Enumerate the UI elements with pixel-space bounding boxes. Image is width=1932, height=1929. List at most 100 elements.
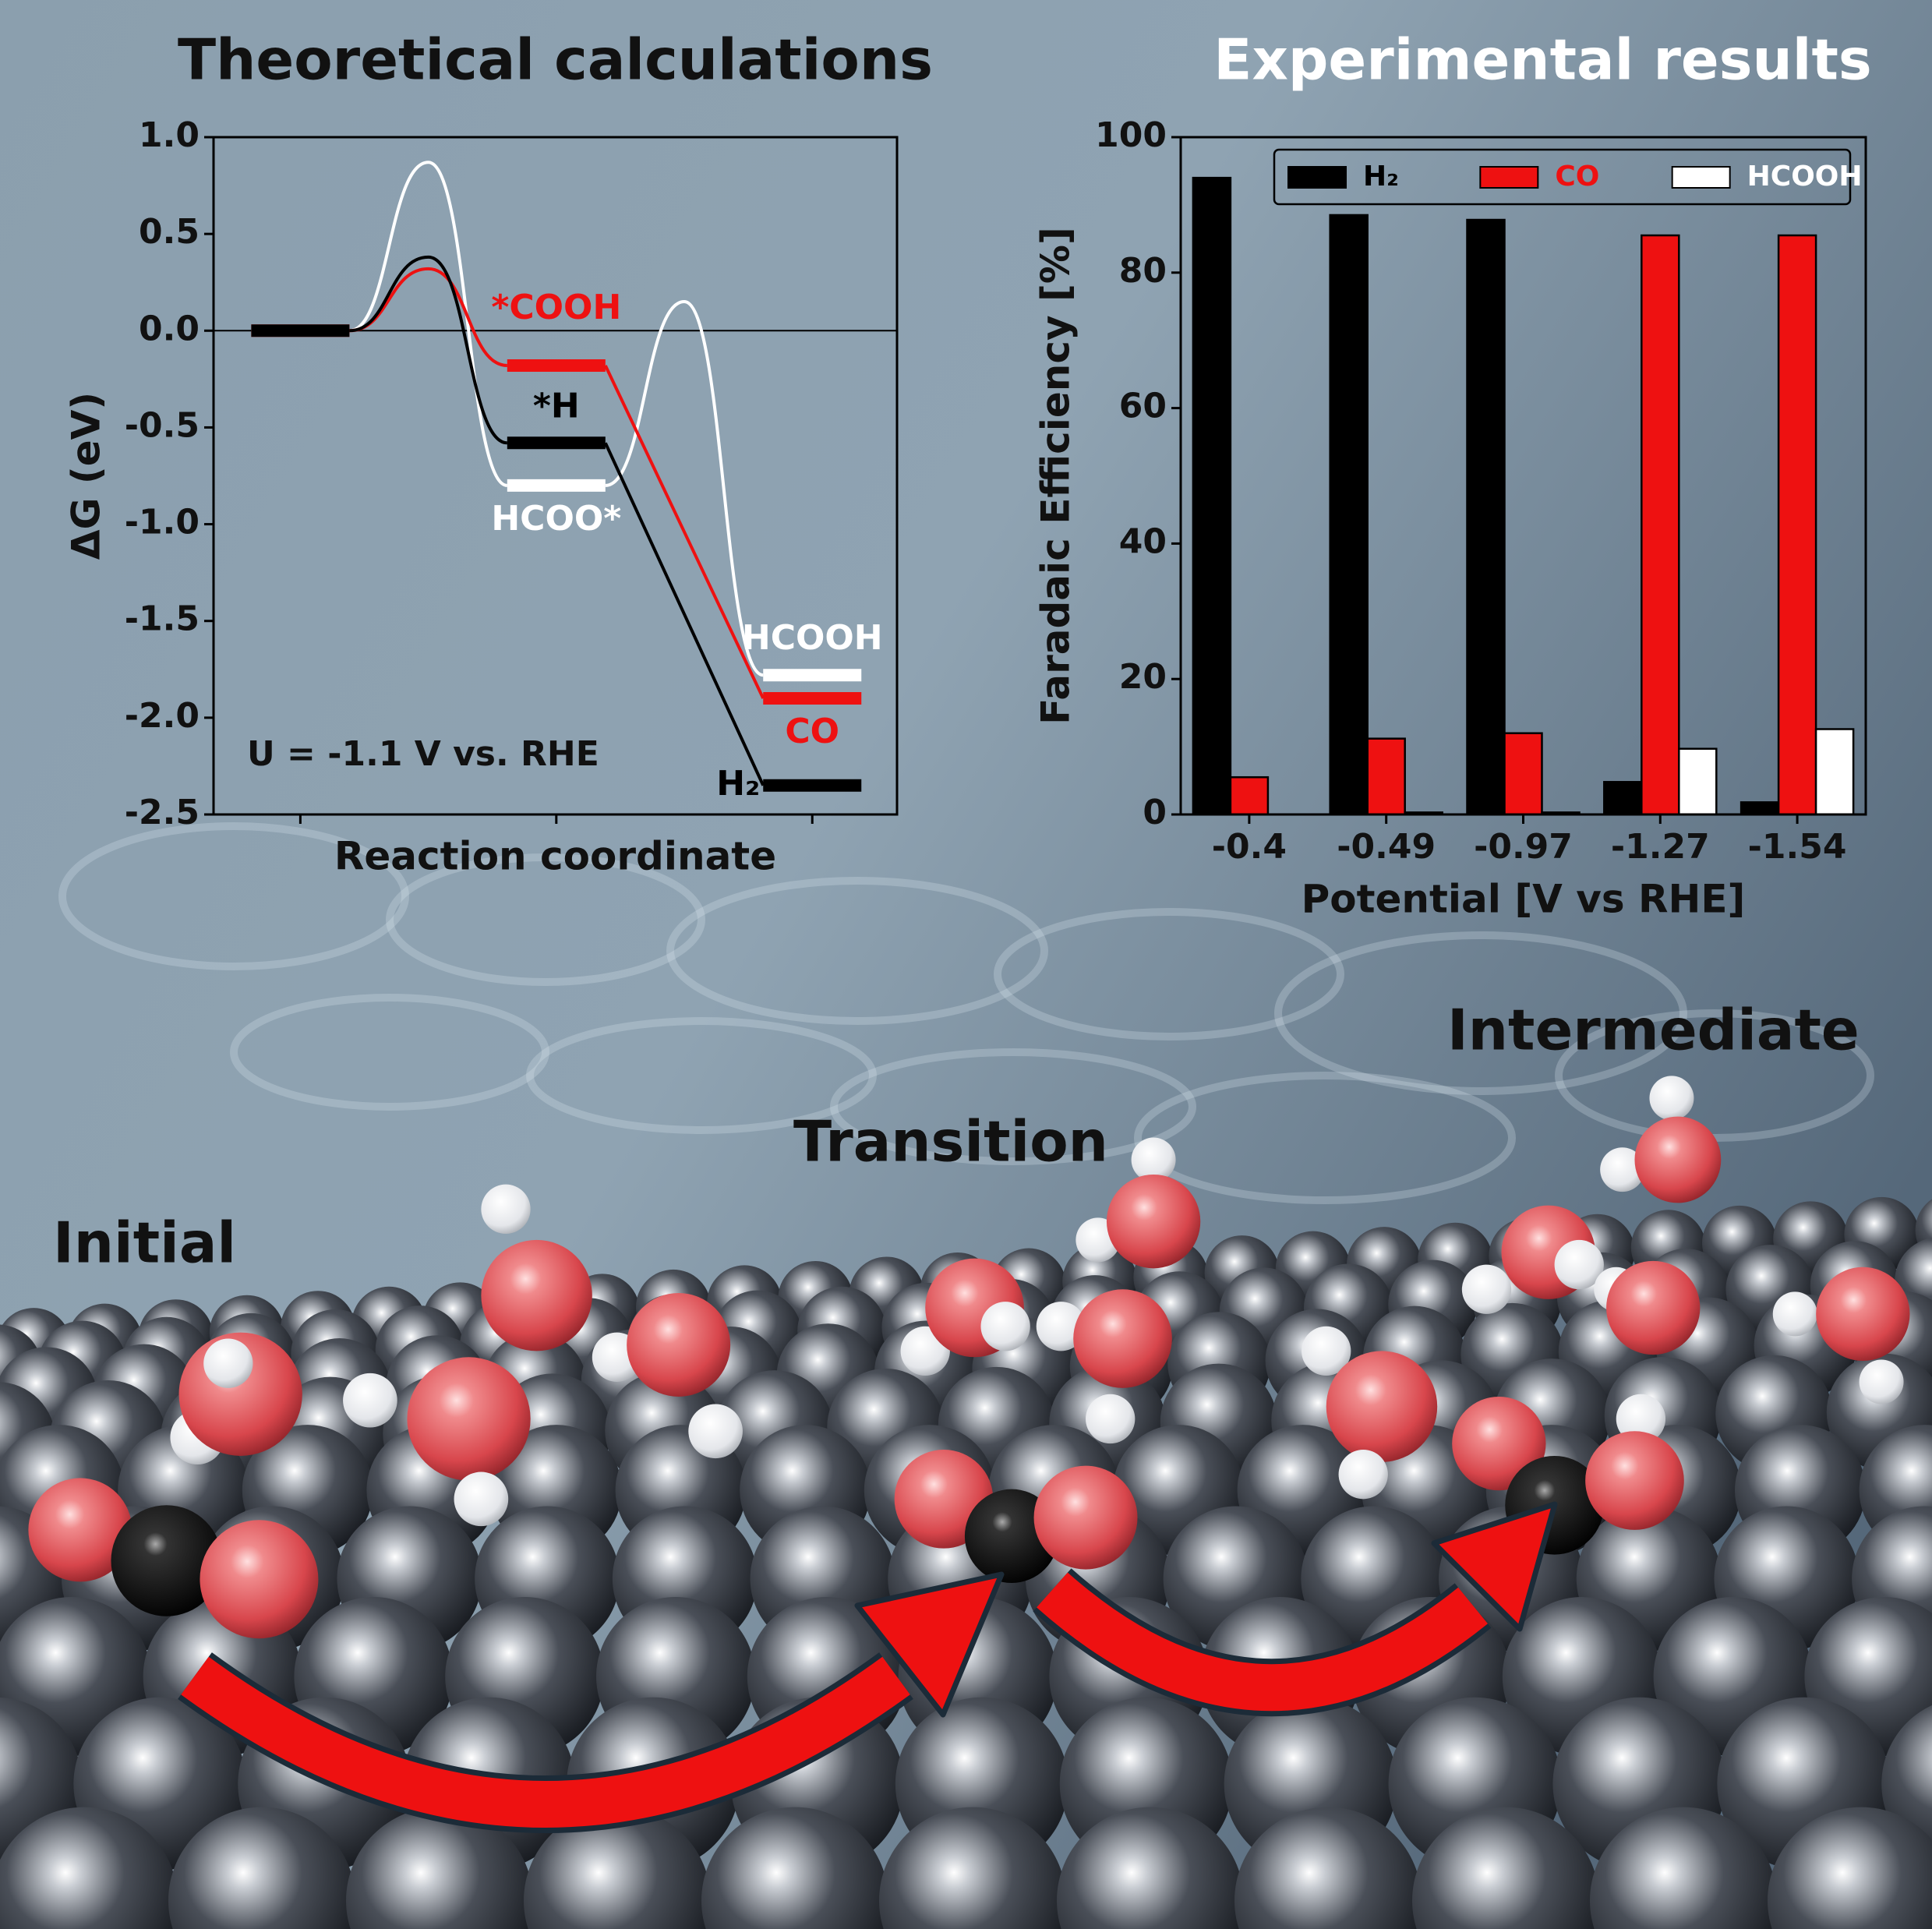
y-tick-label: 20 [1119,657,1167,697]
y-tick-label: 100 [1095,115,1167,155]
metal-atom [1234,1807,1422,1929]
bar [1678,747,1718,816]
atom [1326,1351,1438,1462]
arrow-head [854,1571,1005,1718]
plot-frame [1179,136,1867,816]
chart-title: Experimental results [1213,27,1871,93]
atom [1036,1302,1086,1351]
intermediate-label: *COOH [491,288,621,327]
light-caustic [994,908,1344,1040]
atom [407,1357,531,1481]
product-label: CO [785,712,839,751]
arrow [1037,1572,1488,1712]
bar [1329,214,1369,816]
atom [28,1478,132,1582]
atom [1302,1326,1351,1376]
atom [1859,1359,1904,1404]
atom [1338,1450,1388,1500]
x-axis-label: Reaction coordinate [334,834,776,879]
legend-label: H₂ [1363,161,1399,193]
atom [1073,1289,1172,1388]
light-caustic [230,994,549,1111]
product-label: H₂ [716,764,760,804]
atom [1131,1137,1176,1182]
atom [1033,1465,1138,1570]
light-caustic [58,822,409,970]
metal-atom [524,1807,711,1929]
atom [1616,1394,1666,1444]
atom [1086,1394,1136,1444]
arrow-head [1431,1501,1558,1632]
light-caustic [1274,931,1687,1095]
bar [1192,176,1232,816]
metal-atom [1768,1807,1932,1929]
legend-swatch [1671,166,1731,189]
light-caustic [386,853,705,986]
metal-atom [346,1807,533,1929]
atom [627,1292,731,1397]
bar [1641,234,1680,816]
atom [200,1520,319,1639]
y-tick-label: -2.5 [125,793,200,832]
atom [1649,1076,1694,1121]
x-tick-label: -0.49 [1337,827,1436,867]
y-tick-label: 1.0 [139,115,200,155]
atom [1600,1147,1645,1192]
y-tick-label: -2.0 [125,696,200,736]
x-axis-label: Potential [V vs RHE] [1302,877,1746,922]
barrier-curve [349,255,508,445]
legend-label: HCOOH [1747,161,1863,193]
metal-atom [1590,1807,1777,1929]
atom [481,1239,592,1351]
legend-label: CO [1555,161,1599,193]
barrier-curve [349,161,508,487]
metal-atom [0,1807,178,1929]
intermediate-label: HCOO* [491,499,621,539]
y-tick-label: 0.5 [139,212,200,252]
light-caustic [830,1048,1196,1165]
light-caustic [666,877,1048,1025]
scene-label: Intermediate [1447,998,1860,1063]
atom [1585,1431,1684,1530]
arrow [181,1656,910,1828]
atom [1816,1267,1910,1362]
atom [688,1404,743,1459]
legend-swatch [1479,166,1539,189]
atom [1554,1239,1604,1290]
atom [1772,1291,1817,1337]
connector [603,442,765,786]
atom [481,1184,531,1234]
y-tick-label: 60 [1119,387,1167,426]
atom [1461,1264,1512,1314]
scene-label: Initial [53,1210,236,1276]
metal-atom [879,1807,1066,1929]
barrier-curve [349,267,507,367]
y-tick-label: 80 [1119,251,1167,291]
atom [1606,1260,1701,1355]
x-tick-label: -1.54 [1748,827,1847,867]
metal-atom [1057,1807,1244,1929]
atom [1452,1396,1546,1491]
bar [1366,737,1406,816]
connector [604,365,765,699]
chart-title: Theoretical calculations [178,27,933,93]
atom [203,1338,253,1388]
bar [1603,781,1643,816]
bar [1229,775,1270,816]
y-tick-label: -1.0 [125,503,200,542]
scene-label: Transition [793,1109,1108,1175]
charts: Theoretical calculations -2.5 -2.0 -1.5 -1.0… [64,27,1872,922]
atom [343,1373,397,1428]
atom [1106,1175,1201,1269]
light-caustic [526,1017,877,1134]
bar [1466,218,1506,816]
bar [1777,234,1817,816]
legend-swatch [1287,166,1347,189]
scene: Initial Transition Intermediate [0,822,1932,1929]
x-tick-label: -1.27 [1611,827,1710,867]
y-tick-label: -0.5 [125,405,200,445]
y-tick-label: 0.0 [139,309,200,348]
annotation: U = -1.1 V vs. RHE [247,734,599,774]
bar [1814,728,1855,816]
